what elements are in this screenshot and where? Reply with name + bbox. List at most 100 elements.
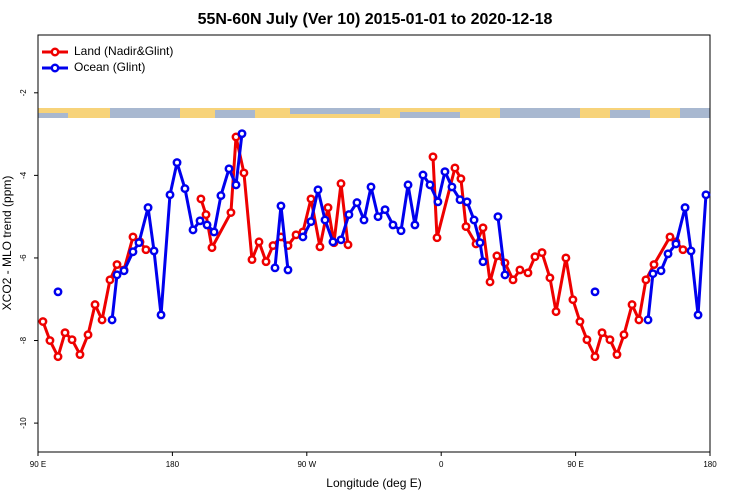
- data-point: [450, 163, 460, 173]
- data-point: [105, 275, 115, 285]
- data-point: [403, 180, 413, 190]
- legend-label: Land (Nadir&Glint): [74, 44, 173, 58]
- y-axis-label: XCO2 - MLO trend (ppm): [0, 176, 14, 311]
- data-point: [619, 330, 629, 340]
- data-point: [202, 220, 212, 230]
- data-point: [388, 220, 398, 230]
- data-point: [53, 287, 63, 297]
- data-point: [693, 310, 703, 320]
- x-tick-label: 90 W: [297, 460, 316, 469]
- y-tick-label: -2: [19, 89, 28, 97]
- data-point: [224, 164, 234, 174]
- data-point: [239, 168, 249, 178]
- data-point: [475, 238, 485, 248]
- data-point: [447, 182, 457, 192]
- data-point: [530, 252, 540, 262]
- data-point: [492, 251, 502, 261]
- data-point: [112, 270, 122, 280]
- data-point: [201, 210, 211, 220]
- data-point: [440, 167, 450, 177]
- data-point: [207, 243, 217, 253]
- data-point: [352, 198, 362, 208]
- data-point: [605, 335, 615, 345]
- data-point: [112, 260, 122, 270]
- x-tick-label: 0: [439, 460, 444, 469]
- data-point: [268, 241, 278, 251]
- data-point: [396, 226, 406, 236]
- data-point: [149, 246, 159, 256]
- data-point: [196, 194, 206, 204]
- data-point: [188, 225, 198, 235]
- data-point: [172, 158, 182, 168]
- x-tick-label: 180: [703, 460, 717, 469]
- data-point: [478, 223, 488, 233]
- legend-label: Ocean (Glint): [74, 60, 145, 74]
- data-point: [298, 232, 308, 242]
- data-point: [45, 336, 55, 345]
- data-point: [701, 190, 711, 200]
- data-point: [656, 266, 666, 276]
- data-point: [247, 255, 257, 265]
- data-point: [209, 227, 219, 237]
- data-point: [515, 265, 525, 275]
- data-point: [320, 215, 330, 225]
- data-point: [180, 184, 190, 194]
- data-point: [433, 197, 443, 207]
- data-point: [551, 307, 561, 317]
- data-point: [597, 328, 607, 338]
- data-point: [83, 330, 93, 340]
- data-point: [291, 230, 301, 240]
- data-point: [478, 257, 488, 267]
- y-tick-label: -8: [19, 336, 28, 344]
- data-point: [226, 208, 236, 217]
- data-point: [134, 238, 144, 248]
- x-axis-label: Longitude (deg E): [326, 476, 421, 490]
- data-point: [590, 352, 600, 362]
- x-tick-label: 90 E: [30, 460, 46, 469]
- data-point: [165, 190, 175, 200]
- data-point: [75, 350, 85, 360]
- data-point: [97, 315, 107, 325]
- data-point: [418, 170, 428, 180]
- data-point: [53, 352, 63, 362]
- data-point: [60, 328, 70, 338]
- data-point: [254, 237, 264, 247]
- data-point: [231, 180, 241, 190]
- data-point: [237, 129, 247, 139]
- y-tick-label: -4: [19, 171, 28, 179]
- data-point: [425, 180, 435, 190]
- series-line: [110, 133, 708, 321]
- data-point: [493, 212, 503, 222]
- data-point: [373, 212, 383, 222]
- data-point: [128, 247, 138, 257]
- data-point: [680, 203, 690, 213]
- data-point: [455, 195, 465, 205]
- data-point: [323, 203, 333, 213]
- data-point: [456, 174, 466, 184]
- legend: Land (Nadir&Glint) Ocean (Glint): [42, 44, 173, 74]
- data-point: [649, 260, 659, 270]
- data-point: [582, 335, 592, 345]
- x-tick-label: 180: [166, 460, 180, 469]
- legend-marker: [50, 47, 60, 57]
- data-point: [508, 275, 518, 285]
- data-point: [283, 265, 293, 275]
- data-point: [665, 232, 675, 242]
- data-point: [359, 215, 369, 225]
- data-point: [461, 222, 471, 232]
- data-point: [648, 269, 658, 279]
- data-point: [627, 300, 637, 310]
- data-point: [270, 263, 280, 273]
- y-tick-label: -6: [19, 254, 28, 262]
- data-point: [671, 239, 681, 249]
- chart-title: 55N-60N July (Ver 10) 2015-01-01 to 2020…: [198, 11, 553, 28]
- data-point: [306, 217, 316, 227]
- data-point: [380, 205, 390, 215]
- data-point: [590, 287, 600, 297]
- data-point: [663, 249, 673, 259]
- map-strip: [38, 108, 710, 118]
- legend-marker: [50, 63, 60, 73]
- plot-frame: [37, 34, 711, 453]
- data-point: [344, 210, 354, 220]
